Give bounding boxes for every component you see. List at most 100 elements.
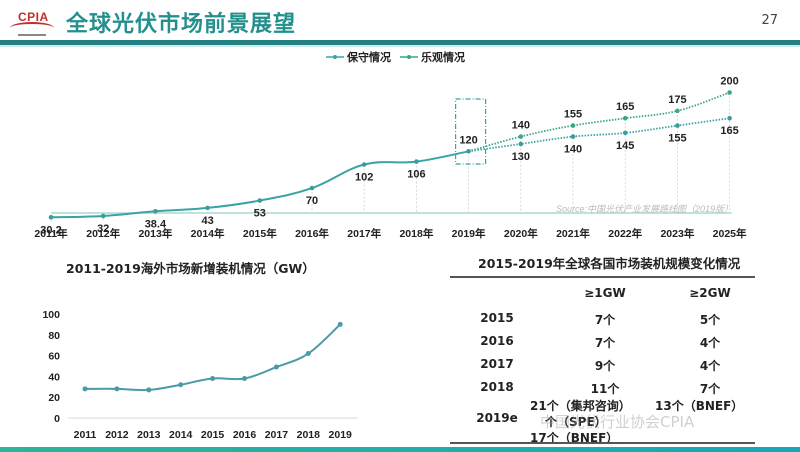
point-conservative: [727, 115, 732, 121]
data-label-optimistic: 165: [616, 101, 634, 113]
data-label-conservative: 106: [407, 169, 425, 181]
data-label-conservative: 30.2: [40, 224, 61, 236]
point-overseas: [242, 375, 247, 381]
y-tick-label: 20: [48, 392, 60, 404]
overseas-chart-title: 2011-2019海外市场新增装机情况（GW）: [66, 261, 315, 276]
page-title: 全球光伏市场前景展望: [66, 12, 297, 37]
x-tick-label: 2014年: [191, 227, 225, 240]
point-overseas: [273, 364, 279, 370]
header-divider: [0, 40, 800, 45]
point-conservative: [153, 208, 158, 214]
data-label-conservative: 130: [512, 151, 530, 163]
data-label-conservative: 70: [306, 195, 318, 207]
data-label-conservative: 155: [668, 133, 686, 145]
point-optimistic: [570, 123, 576, 128]
x-tick-label: 2019: [329, 429, 353, 441]
global-pv-forecast-chart: 保守情况 乐观情况 2011年 2012年 2013年 2014年 2015年 2016年…: [34, 50, 747, 240]
row-1gw: 11个: [590, 382, 620, 396]
x-tick-label: 2018年: [399, 227, 433, 240]
point-conservative: [622, 130, 628, 136]
row-2gw: 13个（BNEF）: [655, 399, 744, 413]
row-year: 2019e: [476, 411, 518, 425]
legend-marker-optimistic: [407, 55, 411, 59]
row-year: 2015: [480, 311, 514, 325]
point-overseas: [210, 375, 216, 381]
point-conservative: [361, 162, 367, 167]
x-tick-label: 2012: [105, 429, 129, 441]
point-conservative: [205, 205, 210, 211]
data-label-conservative: 38.4: [145, 218, 167, 230]
point-conservative: [414, 159, 419, 164]
data-label-conservative: 145: [616, 140, 634, 152]
row-1gw: 9个: [594, 359, 616, 373]
point-overseas: [82, 386, 88, 392]
x-tick-label: 2013: [137, 429, 161, 441]
point-optimistic: [675, 108, 680, 114]
row-1gw: 7个: [594, 313, 616, 327]
x-tick-label: 2022年: [608, 227, 642, 240]
page-number: 27: [761, 13, 778, 28]
x-tick-label: 2019年: [452, 227, 486, 240]
row-2gw: 4个: [699, 336, 721, 350]
data-label-conservative: 140: [564, 144, 582, 156]
y-tick-label: 60: [48, 351, 60, 363]
x-tick-label: 2013年: [138, 227, 172, 240]
data-label-conservative: 165: [720, 125, 738, 137]
data-label-conservative: 32: [97, 223, 109, 235]
x-tick-label: 2015年: [243, 227, 277, 240]
data-label-conservative: 53: [254, 208, 266, 220]
row-year: 2017: [480, 357, 514, 371]
point-overseas: [114, 386, 120, 392]
point-optimistic: [518, 134, 524, 139]
table-title: 2015-2019年全球各国市场装机规模变化情况: [478, 256, 741, 271]
x-tick-label: 2012年: [86, 227, 120, 240]
point-conservative: [100, 213, 106, 219]
footer-bar: [0, 447, 800, 452]
row-1gw: 7个: [594, 336, 616, 350]
chart-legend: 保守情况 乐观情况: [326, 50, 465, 64]
row-year: 2016: [480, 334, 514, 348]
point-overseas: [146, 387, 152, 393]
row-year: 2018: [480, 380, 514, 394]
table-top-rule: [450, 276, 755, 278]
point-conservative: [48, 215, 54, 220]
row-1gw-line3: 17个（BNEF）: [530, 431, 619, 445]
series-line-optimistic: [468, 91, 730, 153]
y-tick-label: 100: [42, 309, 60, 321]
x-tick-label: 2015: [201, 429, 225, 441]
point-optimistic: [622, 115, 628, 121]
data-label-conservative: 120: [459, 134, 477, 146]
y-tick-label: 80: [48, 330, 60, 342]
x-tick-label: 2020年: [504, 227, 538, 240]
point-overseas: [305, 351, 311, 357]
x-tick-label: 2017: [265, 429, 289, 441]
x-tick-label: 2018: [297, 429, 321, 441]
point-conservative: [675, 123, 680, 128]
x-tick-label: 2025年: [713, 227, 747, 240]
highlight-box: [455, 98, 487, 165]
series-line-conservative: [468, 117, 730, 153]
header-2gw: ≥2GW: [689, 286, 731, 300]
legend-marker-conservative: [333, 55, 337, 59]
point-conservative: [309, 185, 315, 191]
watermark: 中国光伏行业协会CPIA: [540, 413, 695, 431]
x-tick-label: 2021年: [556, 227, 590, 240]
row-1gw-line1: 21个（集邦咨询）: [530, 399, 631, 413]
point-conservative: [570, 134, 576, 139]
logo-text: CPIA: [18, 10, 49, 24]
x-tick-label: 2014: [169, 429, 193, 441]
x-tick-label: 2017年: [347, 227, 381, 240]
point-conservative: [518, 141, 524, 147]
row-1gw-line2: 个（SPE）: [545, 415, 607, 429]
data-label-optimistic: 200: [720, 76, 738, 88]
x-tick-label: 2011: [74, 429, 97, 441]
data-label-optimistic: 140: [512, 120, 530, 132]
x-tick-label: 2016年: [295, 227, 329, 240]
header-1gw: ≥1GW: [584, 286, 626, 300]
overseas-install-chart: 0 20 40 60 80 100 2011 2012 2013 2014 2015 2016 2017…: [42, 309, 358, 441]
x-tick-label: 2016: [233, 429, 257, 441]
row-2gw: 4个: [699, 359, 721, 373]
row-2gw: 7个: [699, 382, 721, 396]
point-optimistic: [727, 90, 732, 95]
cpia-logo: CPIA: [8, 6, 56, 40]
